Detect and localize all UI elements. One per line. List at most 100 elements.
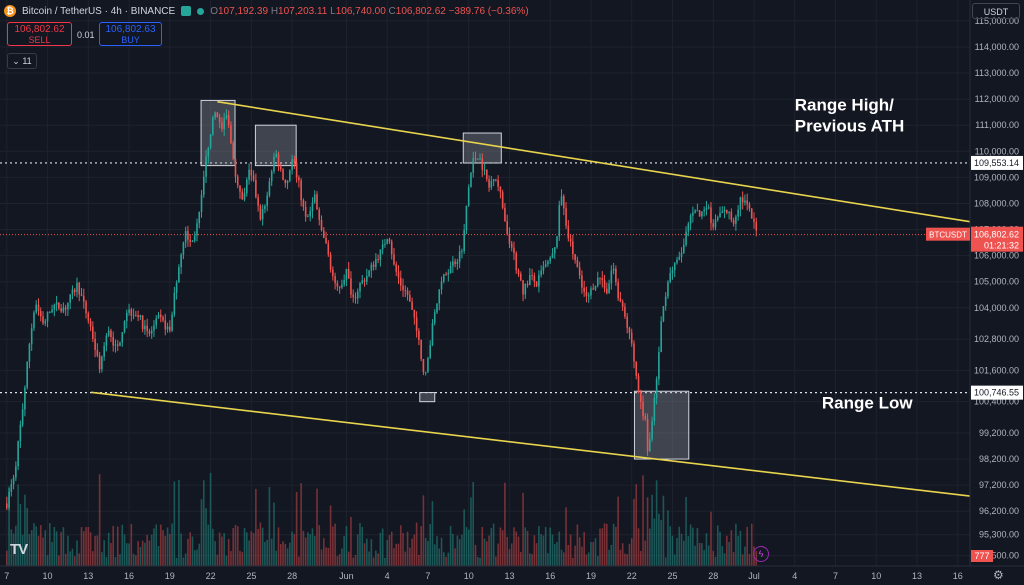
currency-selector[interactable]: USDT bbox=[972, 3, 1020, 19]
candle-body bbox=[549, 257, 552, 262]
sell-button[interactable]: 106,802.62 SELL bbox=[7, 22, 72, 46]
y-tick-label: 113,000.00 bbox=[975, 68, 1019, 78]
candle-body bbox=[678, 256, 681, 260]
candle-body bbox=[123, 321, 126, 333]
volume-bar bbox=[359, 523, 361, 566]
candle-body bbox=[252, 175, 255, 180]
volume-bar bbox=[488, 535, 490, 566]
volume-bar bbox=[424, 537, 427, 566]
candle-body bbox=[239, 185, 241, 192]
candle-body bbox=[19, 424, 22, 442]
candle-body bbox=[703, 209, 705, 212]
candle-body bbox=[427, 357, 429, 373]
candle-body bbox=[714, 219, 717, 228]
volume-bar bbox=[178, 479, 180, 566]
candle-body bbox=[259, 205, 262, 220]
volume-bar bbox=[750, 523, 753, 566]
candle-body bbox=[246, 179, 248, 194]
volume-bar bbox=[703, 549, 705, 566]
candle-body bbox=[119, 342, 121, 346]
candle-body bbox=[15, 466, 17, 478]
candle-body bbox=[26, 361, 28, 388]
candle-body bbox=[483, 169, 486, 171]
candle-body bbox=[721, 211, 724, 214]
volume-bar bbox=[669, 526, 672, 566]
volume-bar bbox=[295, 492, 298, 566]
volume-bar bbox=[191, 536, 194, 566]
candle-body bbox=[76, 282, 78, 293]
candle-body bbox=[214, 112, 216, 118]
candle-body bbox=[601, 277, 604, 281]
candle-body bbox=[334, 276, 336, 284]
candle-body bbox=[189, 239, 191, 242]
candle-body bbox=[381, 244, 384, 250]
x-tick-label: 7 bbox=[4, 571, 9, 581]
volume-bar bbox=[612, 523, 615, 566]
volume-bar bbox=[121, 524, 124, 566]
candle-body bbox=[132, 315, 135, 317]
candle-body bbox=[581, 275, 583, 288]
candle-body bbox=[313, 194, 316, 203]
candle-body bbox=[82, 295, 85, 302]
volume-bar bbox=[162, 530, 164, 566]
volume-bar bbox=[318, 525, 321, 566]
volume-bar bbox=[180, 533, 182, 566]
volume-bar bbox=[44, 530, 47, 566]
volume-bar bbox=[748, 553, 751, 566]
symbol-title[interactable]: Bitcoin / TetherUS · 4h · BINANCE bbox=[22, 5, 176, 17]
volume-bar bbox=[307, 532, 309, 566]
volume-bar bbox=[125, 543, 128, 566]
settings-gear-icon[interactable]: ⚙ bbox=[993, 568, 1004, 582]
sell-label: SELL bbox=[28, 35, 51, 45]
candle-body bbox=[519, 273, 522, 281]
volume-bar bbox=[62, 527, 65, 566]
candle-body bbox=[30, 328, 33, 345]
volume-bar bbox=[531, 554, 533, 566]
annotation-label: Range High/ bbox=[795, 95, 894, 114]
buy-button[interactable]: 106,802.63 BUY bbox=[99, 22, 162, 46]
candle-body bbox=[159, 314, 162, 317]
x-tick-label: 4 bbox=[385, 571, 390, 581]
volume-bar bbox=[255, 488, 257, 566]
volume-bar bbox=[445, 556, 447, 566]
candle-body bbox=[24, 387, 26, 410]
candle-body bbox=[433, 312, 436, 324]
candle-body bbox=[583, 287, 585, 292]
volume-bar bbox=[630, 538, 633, 566]
volume-bar bbox=[150, 534, 153, 566]
candle-body bbox=[617, 282, 619, 299]
volume-bar bbox=[67, 535, 69, 566]
candle-body bbox=[166, 326, 169, 330]
candle-body bbox=[556, 236, 558, 248]
candle-body bbox=[92, 326, 94, 339]
y-tick-label: 108,000.00 bbox=[974, 198, 1019, 208]
candle-body bbox=[508, 233, 511, 244]
volume-bar bbox=[291, 531, 293, 566]
candle-body bbox=[103, 345, 105, 357]
volume-bar bbox=[268, 487, 271, 566]
candle-body bbox=[755, 222, 758, 231]
candle-body bbox=[440, 281, 443, 290]
lightning-icon[interactable]: ϟ bbox=[753, 546, 769, 562]
volume-bar bbox=[522, 492, 524, 566]
market-open-icon bbox=[197, 7, 205, 15]
candle-body bbox=[560, 196, 563, 206]
volume-bar bbox=[334, 523, 336, 566]
candle-body bbox=[73, 289, 76, 293]
candle-body bbox=[397, 271, 400, 278]
volume-bar bbox=[302, 530, 305, 566]
volume-bar bbox=[472, 481, 475, 566]
volume-bar bbox=[501, 530, 504, 566]
indicators-toggle[interactable]: ⌄ 11 bbox=[7, 53, 37, 69]
candle-body bbox=[135, 315, 137, 317]
volume-bar bbox=[707, 545, 710, 566]
trendline bbox=[217, 100, 971, 223]
ohlc-item: C106,802.62 bbox=[388, 5, 449, 17]
volume-bar bbox=[107, 532, 110, 566]
volume-bar bbox=[264, 541, 266, 566]
candle-body bbox=[39, 311, 42, 317]
candle-body bbox=[467, 187, 470, 206]
candle-body bbox=[121, 332, 124, 343]
flag-icon[interactable] bbox=[181, 6, 192, 16]
